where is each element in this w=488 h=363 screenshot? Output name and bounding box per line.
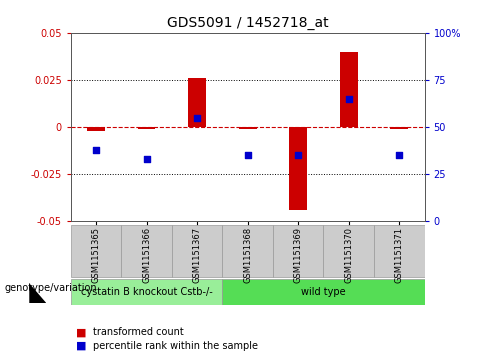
Bar <box>273 225 324 277</box>
Text: GSM1151370: GSM1151370 <box>344 227 353 283</box>
Title: GDS5091 / 1452718_at: GDS5091 / 1452718_at <box>167 16 328 30</box>
Point <box>345 96 353 102</box>
Text: ■: ■ <box>76 327 86 337</box>
Text: GSM1151371: GSM1151371 <box>395 227 404 283</box>
Point <box>395 152 403 158</box>
Bar <box>289 127 307 210</box>
Bar <box>324 225 374 277</box>
Text: wild type: wild type <box>301 287 346 297</box>
Bar <box>374 225 425 277</box>
Text: GSM1151368: GSM1151368 <box>243 227 252 283</box>
Bar <box>172 225 223 277</box>
Polygon shape <box>29 284 46 323</box>
Text: GSM1151366: GSM1151366 <box>142 227 151 283</box>
Text: transformed count: transformed count <box>93 327 183 337</box>
Bar <box>223 225 273 277</box>
Bar <box>223 278 425 305</box>
Text: percentile rank within the sample: percentile rank within the sample <box>93 340 258 351</box>
Text: ■: ■ <box>76 340 86 351</box>
Bar <box>390 127 408 129</box>
Bar <box>87 127 105 131</box>
Bar <box>188 78 206 127</box>
Point <box>193 115 201 121</box>
Bar <box>239 127 257 129</box>
Bar <box>71 225 122 277</box>
Point <box>142 156 150 162</box>
Bar <box>122 225 172 277</box>
Text: GSM1151365: GSM1151365 <box>92 227 101 283</box>
Text: cystatin B knockout Cstb-/-: cystatin B knockout Cstb-/- <box>81 287 212 297</box>
Bar <box>138 127 155 129</box>
Bar <box>340 52 358 127</box>
Text: GSM1151367: GSM1151367 <box>193 227 202 283</box>
Point <box>294 152 302 158</box>
Text: GSM1151369: GSM1151369 <box>294 227 303 283</box>
Point <box>92 147 100 152</box>
Text: genotype/variation: genotype/variation <box>5 283 98 293</box>
Bar <box>71 278 223 305</box>
Point <box>244 152 252 158</box>
